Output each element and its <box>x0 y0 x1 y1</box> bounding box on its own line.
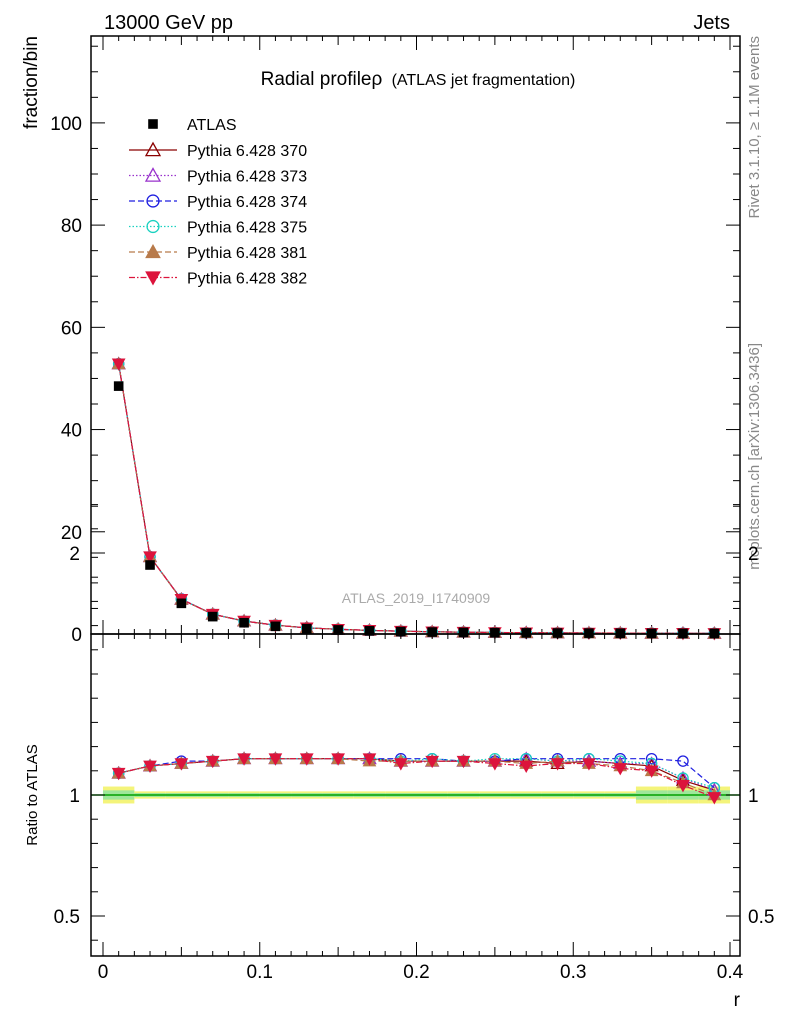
data-point <box>615 628 626 639</box>
side-rivet-label: Rivet 3.1.10, ≥ 1.1M events <box>746 36 763 219</box>
data-point <box>207 611 218 622</box>
legend-label: Pythia 6.428 381 <box>187 245 307 262</box>
y-tick-label: 80 <box>61 216 82 237</box>
legend: ATLAS Pythia 6.428 370 Pythia 6.428 373 Pyt… <box>129 117 307 288</box>
data-point <box>364 626 375 636</box>
data-point <box>176 598 187 609</box>
data-point <box>427 627 437 637</box>
data-point <box>145 560 155 570</box>
legend-marker <box>145 271 161 286</box>
x-tick-label: 0.4 <box>717 962 744 983</box>
ratio-series-point <box>362 753 377 766</box>
chart-title-suffix: (ATLAS jet fragmentation) <box>392 72 576 89</box>
series-point <box>143 551 157 564</box>
y-tick-label: 0 <box>71 625 82 646</box>
ratio-series-point <box>707 792 722 805</box>
ratio-series-point <box>268 753 283 766</box>
data-point <box>113 381 124 391</box>
ratio-series-point <box>331 753 345 766</box>
ratio-ticks: 0 0.1 0.2 0.3 0.4 0.5 0.5 1 1 2 2 <box>54 504 774 983</box>
ratio-series-point <box>676 780 690 793</box>
ratio-series-point <box>488 758 502 771</box>
y-tick-label: 20 <box>61 523 82 544</box>
ratio-series-point <box>677 755 689 767</box>
data-point <box>301 623 312 634</box>
data-point <box>333 625 343 635</box>
data-point <box>270 621 281 632</box>
ratio-series-point <box>205 755 220 769</box>
series-point <box>111 358 126 371</box>
x-tick-label: 0.2 <box>403 962 429 983</box>
ratio-panel: 0 0.1 0.2 0.3 0.4 0.5 0.5 1 1 2 2 Ratio to ATLAS r <box>24 504 774 1011</box>
ratio-series-point <box>393 758 408 771</box>
ratio-series-point <box>456 755 471 769</box>
ratio-tick-label: 1 <box>69 786 80 807</box>
legend-label: Pythia 6.428 370 <box>187 143 307 160</box>
ratio-curves <box>111 751 722 805</box>
ratio-tick-label-right: 2 <box>748 544 759 565</box>
data-point <box>239 617 249 628</box>
legend-label: Pythia 6.428 373 <box>187 169 307 186</box>
data-point <box>490 627 500 638</box>
header-energy: 13000 GeV pp <box>104 12 233 34</box>
ratio-series-line <box>118 758 715 798</box>
y-tick-label: 40 <box>61 421 82 442</box>
ratio-tick-label-right: 0.5 <box>748 907 774 928</box>
ratio-tick-label: 0.5 <box>54 907 80 928</box>
legend-marker <box>144 141 162 157</box>
ratio-tick-label: 2 <box>69 544 80 565</box>
ratio-series-point <box>519 760 534 773</box>
header-jets: Jets <box>693 12 730 34</box>
data-point <box>396 626 406 637</box>
x-axis-label: r <box>734 990 741 1011</box>
ratio-series-point <box>174 758 189 771</box>
legend-marker <box>145 243 161 259</box>
data-point <box>584 628 594 638</box>
ratio-series-point <box>613 763 628 776</box>
ratio-series-point <box>425 755 440 769</box>
legend-label: Pythia 6.428 382 <box>187 271 307 288</box>
y-tick-label: 60 <box>61 318 82 339</box>
ratio-series-point <box>143 760 157 773</box>
ratio-series-point <box>550 758 565 771</box>
legend-marker <box>146 219 160 234</box>
y-axis-label: fraction/bin <box>21 36 42 129</box>
legend-marker <box>148 119 158 129</box>
legend-marker <box>144 167 162 182</box>
data-point <box>458 627 469 638</box>
ratio-y-axis-label: Ratio to ATLAS <box>24 744 41 845</box>
legend-marker <box>146 194 160 208</box>
legend-label: Pythia 6.428 374 <box>187 194 307 211</box>
chart-title-main: Radial profileρ <box>261 69 383 90</box>
ratio-series-point <box>299 753 314 766</box>
ratio-series-point <box>644 765 659 778</box>
ratio-series-point <box>111 767 126 781</box>
main-panel: 0 20 40 60 80 100 Radial profileρ (ATLAS jet … <box>21 35 741 646</box>
side-mcplots-label: mcplots.cern.ch [arXiv:1306.3436] <box>746 343 763 570</box>
data-point <box>552 628 563 638</box>
y-tick-label: 100 <box>50 114 82 135</box>
data-point <box>521 628 532 638</box>
legend-label: Pythia 6.428 375 <box>187 220 307 237</box>
x-tick-label: 0.1 <box>247 962 273 983</box>
legend-label: ATLAS <box>187 117 237 134</box>
x-tick-label: 0.3 <box>560 962 586 983</box>
chart-title: Radial profileρ (ATLAS jet fragmentation… <box>261 69 576 90</box>
ratio-tick-label-right: 1 <box>748 786 759 807</box>
analysis-watermark: ATLAS_2019_I1740909 <box>342 590 491 606</box>
ratio-series-point <box>237 753 251 766</box>
x-tick-label: 0 <box>98 962 109 983</box>
ratio-series-point <box>582 758 596 771</box>
ratio-frame <box>90 633 741 957</box>
